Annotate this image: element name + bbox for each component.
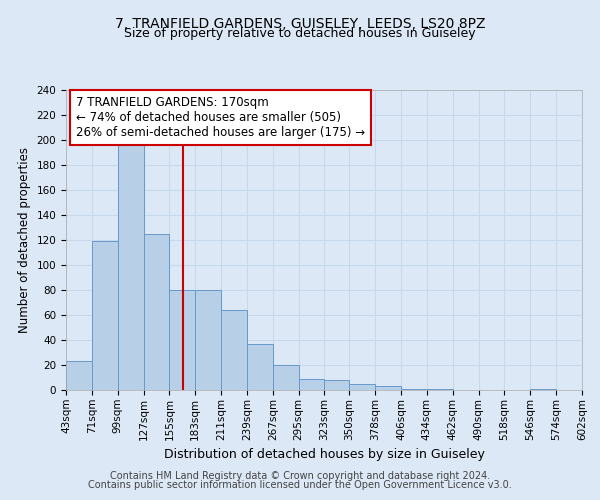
Bar bbox=[169, 290, 195, 390]
Bar bbox=[530, 389, 556, 390]
Text: 7 TRANFIELD GARDENS: 170sqm
← 74% of detached houses are smaller (505)
26% of se: 7 TRANFIELD GARDENS: 170sqm ← 74% of det… bbox=[76, 96, 365, 139]
Bar bbox=[349, 384, 375, 390]
Bar bbox=[92, 242, 118, 390]
Text: Size of property relative to detached houses in Guiseley: Size of property relative to detached ho… bbox=[124, 28, 476, 40]
Bar bbox=[273, 365, 299, 390]
Bar bbox=[401, 389, 427, 390]
Bar bbox=[221, 310, 247, 390]
Y-axis label: Number of detached properties: Number of detached properties bbox=[18, 147, 31, 333]
Bar bbox=[427, 389, 453, 390]
Bar bbox=[66, 361, 92, 390]
Text: 7, TRANFIELD GARDENS, GUISELEY, LEEDS, LS20 8PZ: 7, TRANFIELD GARDENS, GUISELEY, LEEDS, L… bbox=[115, 18, 485, 32]
Bar bbox=[325, 380, 349, 390]
Bar bbox=[375, 386, 401, 390]
Text: Contains public sector information licensed under the Open Government Licence v3: Contains public sector information licen… bbox=[88, 480, 512, 490]
Bar bbox=[118, 144, 143, 390]
Bar bbox=[195, 290, 221, 390]
Bar bbox=[247, 344, 273, 390]
Bar bbox=[143, 234, 169, 390]
Text: Contains HM Land Registry data © Crown copyright and database right 2024.: Contains HM Land Registry data © Crown c… bbox=[110, 471, 490, 481]
Bar bbox=[299, 379, 325, 390]
X-axis label: Distribution of detached houses by size in Guiseley: Distribution of detached houses by size … bbox=[164, 448, 484, 461]
